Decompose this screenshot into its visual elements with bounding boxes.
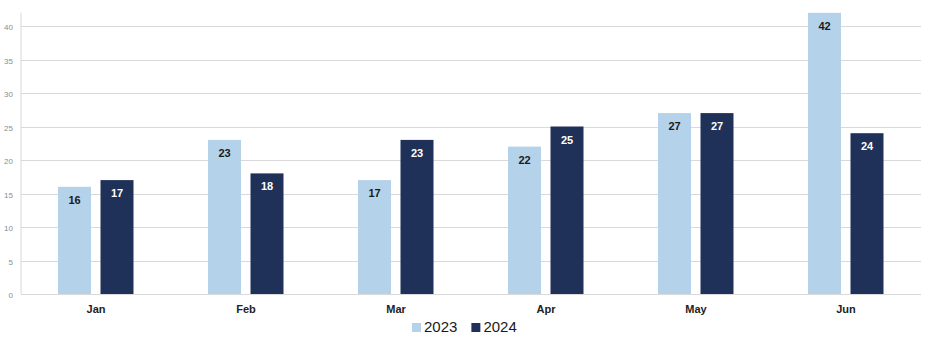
bar [508,147,541,294]
legend-swatch [471,323,480,332]
grid-line [21,261,921,262]
x-tick-label: May [685,303,707,315]
data-label: 23 [411,147,423,159]
bar [551,127,584,295]
data-label: 24 [861,140,874,152]
bar [101,180,134,294]
data-label: 25 [561,134,573,146]
bars [58,13,884,294]
y-tick-label: 0 [9,291,14,300]
x-tick-label: Feb [236,303,256,315]
grid-line [21,60,921,61]
grid-line [21,93,921,94]
y-tick-label: 35 [4,57,13,66]
legend-swatch [412,323,421,332]
bar [208,140,241,294]
y-tick-label: 5 [9,258,14,267]
grid-line [21,294,921,295]
bar [658,113,691,294]
bar [251,173,284,294]
y-tick-label: 20 [4,157,13,166]
bar [808,13,841,294]
y-tick-label: 25 [4,124,13,133]
data-label: 17 [111,187,123,199]
chart-svg: 0 5 10 15 20 25 30 35 40 16 17 23 18 17 23 22 25 27 27 42 24… [0,0,931,345]
y-axis-line [21,13,22,294]
bar [58,187,91,294]
y-tick-label: 30 [4,90,13,99]
data-label: 17 [368,187,380,199]
data-label: 27 [711,120,723,132]
x-tick-label: Mar [386,303,406,315]
data-label: 42 [818,20,830,32]
legend-label: 2024 [483,318,516,335]
bar [358,180,391,294]
grid-line [21,227,921,228]
data-label: 27 [668,120,680,132]
y-tick-label: 10 [4,224,13,233]
x-tick-label: Jun [836,303,856,315]
data-label: 22 [518,154,530,166]
legend: 2023 2024 [412,318,517,335]
bar [851,133,884,294]
grid-line [21,194,921,195]
x-tick-label: Apr [537,303,557,315]
grid-line [21,127,921,128]
x-tick-label: Jan [87,303,106,315]
y-tick-label: 40 [4,23,13,32]
bar [701,113,734,294]
data-label: 18 [261,180,273,192]
legend-label: 2023 [424,318,457,335]
chart-container: 0 5 10 15 20 25 30 35 40 16 17 23 18 17 23 22 25 27 27 42 24… [0,0,931,345]
grid-line [21,160,921,161]
data-labels: 16 17 23 18 17 23 22 25 27 27 42 24 [68,20,874,206]
y-tick-label: 15 [4,191,13,200]
grid-line [21,26,921,27]
bar [401,140,434,294]
data-label: 16 [68,194,80,206]
data-label: 23 [218,147,230,159]
